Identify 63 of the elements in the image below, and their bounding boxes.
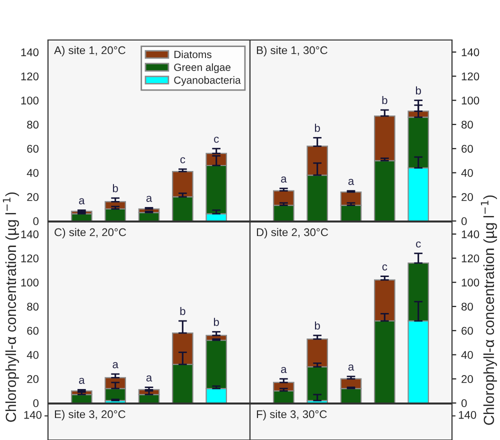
y-tick-label: 60 xyxy=(462,326,473,335)
annotation: b xyxy=(180,306,186,316)
y-tick-label: 80 xyxy=(27,302,39,311)
y-tick-label: 60 xyxy=(462,144,473,153)
annotation: a xyxy=(112,362,118,368)
text: D) site 2, 30°C xyxy=(256,228,328,238)
y-axis-title: Chlorophyll-α concentration (µg l$^{−1}$) xyxy=(2,192,19,422)
y-tick-label: 140 xyxy=(21,230,39,238)
annotation: a xyxy=(281,176,287,183)
y-tick-label: 140 xyxy=(462,230,480,238)
chart-title: A) site 1, 20°C xyxy=(54,46,126,56)
y-tick-label: 0 xyxy=(33,217,39,226)
y-tick-label: 120 xyxy=(462,72,480,80)
y-tick-label: 100 xyxy=(462,96,480,104)
text: B) site 1, 30°C xyxy=(256,46,328,56)
y-tick-label: 100 xyxy=(21,96,39,104)
annotation: b xyxy=(416,86,421,95)
annotation: b xyxy=(382,96,388,104)
y-tick-label: 20 xyxy=(27,375,39,383)
y2-axis-title: Chlorophyll-α concentration (µg l$^{−1}$) xyxy=(480,195,497,425)
y-tick-label: 40 xyxy=(461,169,473,177)
annotation: b xyxy=(112,184,118,192)
y-tick-label: 20 xyxy=(27,193,39,201)
annotation: a xyxy=(146,196,152,202)
annotation: a xyxy=(79,378,85,384)
y-tick-label: 120 xyxy=(462,254,480,262)
text: F) site 3, 30°C xyxy=(256,410,327,420)
annotation: c xyxy=(382,264,388,270)
y-tick-label: 80 xyxy=(27,120,39,129)
annotation: a xyxy=(348,178,354,186)
annotation: a xyxy=(79,198,85,204)
y-tick-label: 60 xyxy=(27,144,39,153)
y-tick-label: 40 xyxy=(26,351,39,359)
chart-title: C) site 2, 20°C xyxy=(54,228,126,238)
y-tick-label: 0 xyxy=(461,399,467,408)
annotation: a xyxy=(348,364,354,371)
y-tick-label: 40 xyxy=(461,351,473,359)
y-tick-label: 120 xyxy=(21,254,39,262)
y-tick-label: 140 xyxy=(462,48,480,56)
y-tick-label: 20 xyxy=(462,193,473,201)
y-tick-label: 0 xyxy=(33,399,39,408)
legend-label: Diatoms xyxy=(174,50,212,58)
text: E) site 3, 20°C xyxy=(54,410,126,420)
y-tick-label: 100 xyxy=(462,278,480,286)
annotation: c xyxy=(214,136,219,143)
y-tick-label: 20 xyxy=(462,375,473,383)
annotation: c xyxy=(416,241,421,248)
y-tick-label: 80 xyxy=(462,302,473,311)
annotation: a xyxy=(146,375,152,382)
y-tick-label: 60 xyxy=(27,326,39,335)
y-tick-label: 120 xyxy=(21,72,39,80)
annotation: c xyxy=(180,157,186,164)
y-tick-label: 140 xyxy=(21,48,39,56)
annotation: b xyxy=(314,124,320,132)
annotation: b xyxy=(214,318,219,326)
y-tick-label: 0 xyxy=(461,217,467,226)
y-tick-label: 100 xyxy=(21,278,39,286)
annotation: b xyxy=(314,321,320,330)
annotation: a xyxy=(281,366,287,374)
y-tick-label: 80 xyxy=(462,120,473,129)
legend-label: Green algae xyxy=(174,63,230,74)
y-tick-label: 40 xyxy=(26,169,39,177)
legend-label: Cyanobacteria xyxy=(174,76,241,86)
